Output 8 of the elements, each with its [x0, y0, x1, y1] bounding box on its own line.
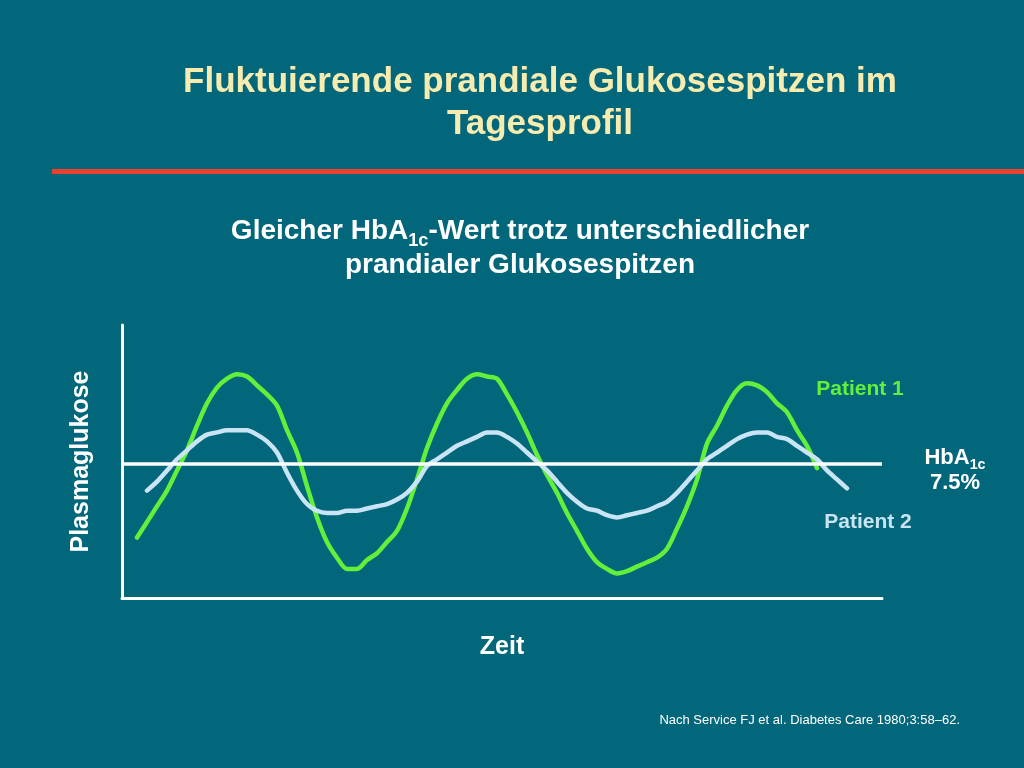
chart-title: Fluktuierende prandiale Glukosespitzen im Tagesprofil: [182, 59, 898, 143]
series-label: Patient 2: [824, 509, 912, 534]
text: Nach Service FJ et al. Diabetes Care 1980;3:58–62.: [659, 711, 960, 729]
x-axis-title: Zeit: [479, 630, 525, 659]
y-axis-title: Plasmaglukose: [64, 370, 93, 553]
ref-line-label: HbA$_{1c}$ 7.5%: [923, 443, 987, 494]
series-label: Patient 1: [816, 376, 904, 401]
chart-subtitle: Gleicher HbA$_{1c}$-Wert trotz unterschiedlicher prandialer Glukosespitzen: [229, 213, 811, 281]
